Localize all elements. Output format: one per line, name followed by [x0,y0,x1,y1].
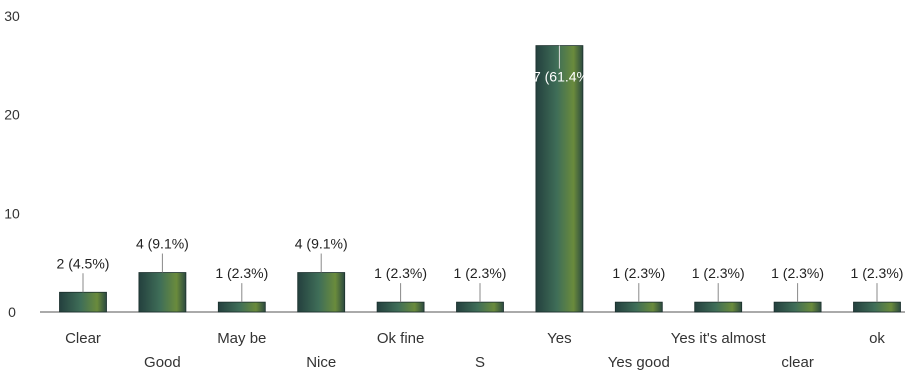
bar [59,291,107,313]
data-label: 1 (2.3%) [215,265,268,281]
x-axis-categories: Clear Good May be Nice Ok fine S Yes Yes goodYe… [65,330,885,371]
y-tick-label: 10 [4,205,20,221]
data-label: 1 (2.3%) [612,265,665,281]
category-label: May be [217,330,266,347]
bars [59,45,901,313]
bar [138,272,187,313]
bar [297,272,346,313]
bar [773,301,822,313]
bar [535,45,584,313]
data-label: 1 (2.3%) [374,265,427,281]
y-axis-ticks: 0 10 20 30 [4,8,20,320]
bar [853,301,901,313]
y-tick-label: 0 [8,304,16,320]
data-label: 27 (61.4%) [525,69,593,85]
data-label: 4 (9.1%) [136,236,189,252]
category-label: Clear [65,330,101,347]
category-label: Yes [547,330,571,347]
data-labels: 2 (4.5%) 4 (9.1%) 1 (2.3%) 4 (9.1%) 1 (2.3%)… [57,69,904,282]
bar [694,301,743,313]
bar [456,301,504,313]
category-label: Yes good [608,354,670,371]
category-label: S [475,354,485,371]
y-tick-label: 30 [4,8,20,24]
data-label: 1 (2.3%) [454,265,507,281]
category-label: clear [781,354,814,371]
data-label: 1 (2.3%) [771,265,824,281]
category-label: Good [144,354,181,371]
y-tick-label: 20 [4,107,20,123]
bar [614,301,663,313]
bar [217,301,266,313]
data-label-leaders [82,45,878,303]
data-label: 1 (2.3%) [851,265,904,281]
category-label: Yes it's almost [671,330,767,347]
category-label: Ok fine [377,330,425,347]
data-label: 4 (9.1%) [295,236,348,252]
bar [376,301,425,313]
category-label: ok [869,330,885,347]
category-label: Nice [306,354,336,371]
data-label: 1 (2.3%) [692,265,745,281]
data-label: 2 (4.5%) [57,255,110,271]
